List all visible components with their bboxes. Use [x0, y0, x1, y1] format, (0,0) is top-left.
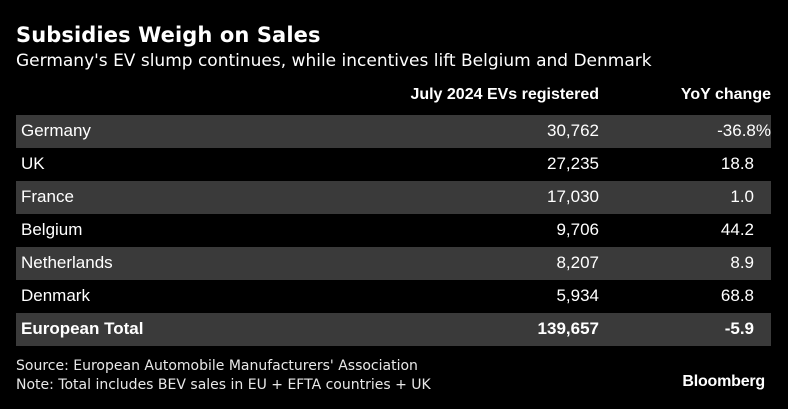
- registered-value: 27,235: [547, 154, 599, 173]
- country-name: France: [21, 187, 74, 206]
- chart-subtitle: Germany's EV slump continues, while ince…: [16, 51, 652, 71]
- data-table: Germany 30,762 -36.8% UK 27,235 18.8 Fra…: [16, 115, 771, 346]
- table-row: Denmark 5,934 68.8: [16, 280, 771, 313]
- yoy-change-value: 18.8: [720, 154, 754, 173]
- registered-value: 8,207: [556, 253, 599, 272]
- country-name: Belgium: [21, 220, 83, 239]
- source-text: Source: European Automobile Manufacturer…: [16, 358, 418, 374]
- total-label: European Total: [21, 319, 144, 338]
- yoy-change-value: 44.2: [720, 220, 754, 239]
- table-row: France 17,030 1.0: [16, 181, 771, 214]
- table-row: Belgium 9,706 44.2: [16, 214, 771, 247]
- chart-title: Subsidies Weigh on Sales: [16, 23, 321, 47]
- table-row: Germany 30,762 -36.8%: [16, 115, 771, 148]
- note-text: Note: Total includes BEV sales in EU + E…: [16, 377, 431, 393]
- registered-value: 9,706: [556, 220, 599, 239]
- yoy-change-value: 68.8: [720, 286, 754, 305]
- bloomberg-logo: Bloomberg: [682, 373, 765, 390]
- country-name: Germany: [21, 121, 91, 140]
- total-yoy-change-value: -5.9: [724, 319, 754, 338]
- table-header: July 2024 EVs registered YoY change: [16, 86, 771, 108]
- footnote: Source: European Automobile Manufacturer…: [16, 357, 431, 395]
- country-name: Netherlands: [21, 253, 113, 272]
- yoy-change-value: 1.0: [730, 187, 754, 206]
- registered-value: 17,030: [547, 187, 599, 206]
- registered-value: 30,762: [547, 121, 599, 140]
- yoy-change-value: -36.8%: [717, 121, 771, 140]
- country-name: UK: [21, 154, 45, 173]
- total-row: European Total 139,657 -5.9: [16, 313, 771, 346]
- yoy-change-value: 8.9: [730, 253, 754, 272]
- registered-value: 5,934: [556, 286, 599, 305]
- total-registered-value: 139,657: [537, 319, 599, 338]
- table-row: Netherlands 8,207 8.9: [16, 247, 771, 280]
- country-name: Denmark: [21, 286, 90, 305]
- header-registered: July 2024 EVs registered: [410, 86, 599, 103]
- table-row: UK 27,235 18.8: [16, 148, 771, 181]
- header-yoy-change: YoY change: [680, 86, 771, 103]
